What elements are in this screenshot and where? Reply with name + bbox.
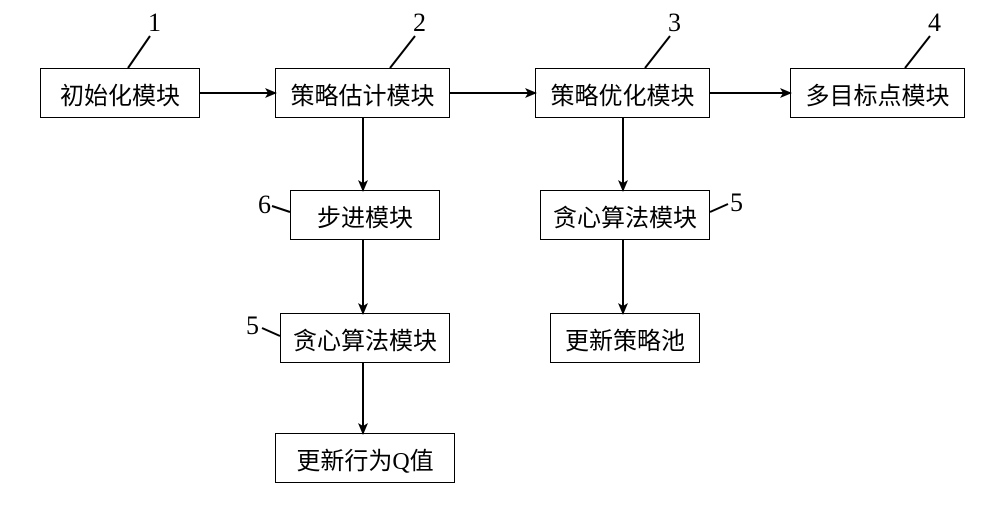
- node-label: 策略优化模块: [551, 76, 695, 111]
- node-label: 步进模块: [317, 198, 413, 233]
- node-label: 贪心算法模块: [293, 321, 437, 356]
- ref-label-3: 3: [668, 8, 681, 38]
- node-greedy-left: 贪心算法模块: [280, 313, 450, 363]
- ref-label-4: 4: [928, 8, 941, 38]
- node-update-q: 更新行为Q值: [275, 433, 455, 483]
- ref-label-5b: 5: [730, 188, 743, 218]
- node-update-policy-pool: 更新策略池: [550, 313, 700, 363]
- node-label: 多目标点模块: [806, 76, 950, 111]
- ref-label-5a: 5: [246, 311, 259, 341]
- node-label: 更新行为Q值: [296, 441, 433, 476]
- node-step: 步进模块: [290, 190, 440, 240]
- node-multi-target: 多目标点模块: [790, 68, 965, 118]
- node-label: 初始化模块: [60, 76, 180, 111]
- ref-label-2: 2: [413, 8, 426, 38]
- node-label: 策略估计模块: [291, 76, 435, 111]
- node-policy-estimate: 策略估计模块: [275, 68, 450, 118]
- ref-label-1: 1: [148, 8, 161, 38]
- ref-label-6: 6: [258, 190, 271, 220]
- node-policy-optimize: 策略优化模块: [535, 68, 710, 118]
- node-init: 初始化模块: [40, 68, 200, 118]
- node-label: 贪心算法模块: [553, 198, 697, 233]
- node-label: 更新策略池: [565, 321, 685, 356]
- node-greedy-right: 贪心算法模块: [540, 190, 710, 240]
